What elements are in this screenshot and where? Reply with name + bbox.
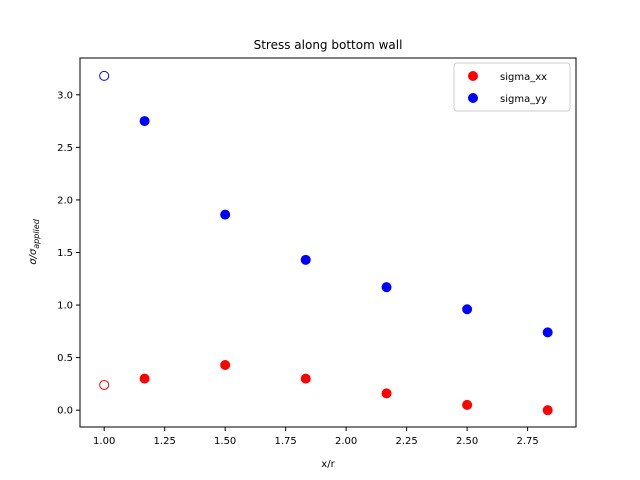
legend-label-sigma-xx: sigma_xx [500, 72, 547, 83]
legend-frame [453, 62, 571, 112]
x-tick-label: 2.25 [396, 436, 418, 447]
data-point-sigma-yy [99, 70, 110, 81]
legend: sigma_xx sigma_yy [453, 62, 571, 112]
y-tick-label: 1.0 [57, 301, 73, 312]
x-tick-label: 2.75 [516, 436, 538, 447]
x-tick-label: 1.75 [275, 436, 297, 447]
data-point-sigma-xx [139, 373, 150, 384]
y-tick-label: 3.0 [57, 90, 73, 101]
legend-marker-sigma-yy [468, 93, 478, 103]
y-axis-label: σ/σapplied [28, 218, 41, 264]
data-point-sigma-yy [220, 209, 231, 220]
y-axis-label-subscript: applied [32, 218, 41, 248]
data-point-sigma-xx [300, 373, 311, 384]
legend-marker-sigma-xx [468, 71, 478, 81]
data-point-sigma-xx [542, 405, 553, 416]
x-tick-label: 2.50 [456, 436, 478, 447]
data-point-sigma-yy [462, 304, 473, 315]
y-tick-label: 2.5 [57, 143, 73, 154]
y-axis: 0.0 0.5 1.0 1.5 2.0 2.5 3.0 [57, 90, 80, 417]
legend-label-sigma-yy: sigma_yy [500, 94, 547, 105]
y-tick-label: 1.5 [57, 248, 73, 259]
data-point-sigma-xx [99, 379, 110, 390]
x-tick-label: 1.25 [154, 436, 176, 447]
y-axis-label-base: σ/σ [28, 248, 39, 265]
data-point-sigma-xx [462, 399, 473, 410]
data-point-sigma-yy [542, 327, 553, 338]
x-axis-label: x/r [321, 459, 335, 470]
data-points [99, 70, 553, 416]
plot-area [79, 57, 577, 428]
x-tick-label: 1.50 [214, 436, 236, 447]
y-tick-label: 0.5 [57, 353, 73, 364]
data-point-sigma-xx [381, 388, 392, 399]
data-point-sigma-xx [220, 359, 231, 370]
x-tick-label: 2.00 [335, 436, 357, 447]
x-tick-label: 1.00 [93, 436, 115, 447]
data-point-sigma-yy [300, 254, 311, 265]
data-point-sigma-yy [381, 282, 392, 293]
x-axis: 1.00 1.25 1.50 1.75 2.00 2.25 2.50 2.75 [93, 427, 539, 447]
y-tick-label: 2.0 [57, 195, 73, 206]
chart-title: Stress along bottom wall [254, 38, 403, 52]
data-point-sigma-yy [139, 116, 150, 127]
y-tick-label: 0.0 [57, 406, 73, 417]
